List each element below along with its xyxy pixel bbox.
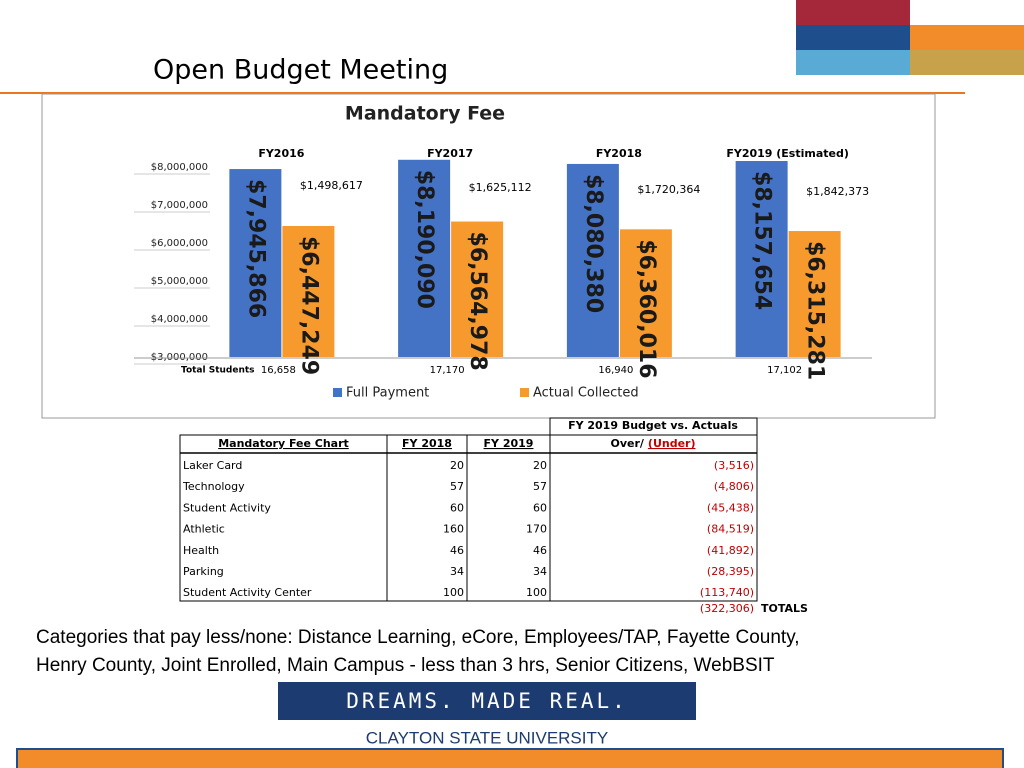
student-count: 17,102	[767, 365, 802, 376]
category-label: FY2018	[596, 147, 642, 160]
over-label: Over/ (Under)	[610, 437, 695, 450]
value-cell: 100	[443, 586, 464, 599]
value-label: $8,190,090	[412, 170, 437, 309]
value-cell: 100	[526, 586, 547, 599]
variance-cell: (28,395)	[707, 565, 754, 578]
deco-block	[910, 50, 1024, 75]
row-label: Laker Card	[183, 459, 242, 472]
student-count: 16,658	[261, 365, 296, 376]
body-text: Henry County, Joint Enrolled, Main Campu…	[36, 655, 775, 676]
value-cell: 46	[450, 544, 464, 557]
bar	[788, 231, 841, 357]
value-cell: 20	[533, 459, 547, 472]
logo-band	[276, 680, 698, 722]
chart: $3,000,000$4,000,000$5,000,000$6,000,000…	[134, 147, 872, 401]
header-cell: FY 2019	[484, 437, 534, 450]
deco-block	[796, 0, 910, 25]
annotation: $1,842,373	[806, 185, 869, 198]
student-count: 17,170	[430, 365, 465, 376]
legend-label: Full Payment	[346, 386, 429, 401]
row-label: Technology	[182, 480, 245, 493]
y-tick-label: $7,000,000	[151, 200, 208, 211]
value-cell: 34	[533, 565, 547, 578]
totals-label: TOTALS	[761, 602, 808, 615]
variance-cell: (4,806)	[714, 480, 754, 493]
value-label: $8,157,654	[750, 171, 775, 310]
bar	[398, 159, 451, 357]
deco-block	[796, 25, 910, 50]
deco-block	[796, 50, 910, 75]
student-count: 16,940	[598, 365, 633, 376]
bar	[735, 161, 788, 357]
row-label: Athletic	[183, 523, 225, 536]
y-tick-label: $5,000,000	[151, 276, 208, 287]
over-text: Over/	[610, 437, 644, 450]
category-label: FY2019 (Estimated)	[726, 147, 849, 160]
row-label: Parking	[183, 565, 224, 578]
table-border	[179, 434, 758, 602]
value-label: $6,360,016	[634, 239, 659, 378]
legend-label: Actual Collected	[533, 386, 639, 401]
value-label: $7,945,866	[243, 179, 268, 318]
logo-tagline: DREAMS. MADE REAL.	[346, 689, 628, 713]
variance-cell: (84,519)	[707, 523, 754, 536]
value-label: $6,315,281	[803, 241, 828, 380]
body-text: Categories that pay less/none: Distance …	[36, 627, 800, 648]
y-tick-label: $6,000,000	[151, 238, 208, 249]
chart-title: Mandatory Fee	[345, 103, 505, 125]
variance-cell: (41,892)	[707, 544, 754, 557]
row-label: Health	[183, 544, 219, 557]
totals-value: (322,306)	[700, 602, 754, 615]
students-label: Total Students	[181, 366, 255, 376]
value-cell: 160	[443, 523, 464, 536]
variance-cell: (45,438)	[707, 501, 754, 514]
value-cell: 57	[533, 480, 547, 493]
super-header: FY 2019 Budget vs. Actuals	[568, 419, 738, 432]
category-label: FY2016	[258, 147, 304, 160]
value-cell: 46	[533, 544, 547, 557]
y-tick-label: $8,000,000	[151, 162, 208, 173]
variance-cell: (113,740)	[700, 586, 754, 599]
legend-swatch	[520, 388, 529, 397]
category-label: FY2017	[427, 147, 473, 160]
value-label: $8,080,380	[581, 174, 606, 313]
bar	[566, 163, 619, 357]
value-cell: 34	[450, 565, 464, 578]
value-cell: 20	[450, 459, 464, 472]
bar	[619, 229, 672, 357]
row-label: Student Activity	[183, 501, 271, 514]
bar	[282, 226, 335, 357]
y-tick-label: $4,000,000	[151, 314, 208, 325]
annotation: $1,720,364	[637, 183, 700, 196]
footer-bar	[16, 748, 1004, 768]
header-cell: Mandatory Fee Chart	[218, 437, 349, 450]
value-cell: 170	[526, 523, 547, 536]
legend-swatch	[333, 388, 342, 397]
variance-cell: (3,516)	[714, 459, 754, 472]
slide-title: Open Budget Meeting	[153, 55, 448, 86]
bar	[229, 169, 282, 357]
logo-name: CLAYTON STATE UNIVERSITY	[366, 728, 608, 747]
under-text: (Under)	[648, 437, 696, 450]
value-cell: 60	[450, 501, 464, 514]
deco-block	[910, 25, 1024, 50]
annotation: $1,498,617	[300, 179, 363, 192]
annotation: $1,625,112	[469, 181, 532, 194]
value-cell: 57	[450, 480, 464, 493]
bar	[451, 221, 504, 357]
value-label: $6,564,978	[465, 232, 490, 371]
header-cell: FY 2018	[402, 437, 452, 450]
value-label: $6,447,249	[296, 236, 321, 375]
table: FY 2019 Budget vs. Actuals Over/ (Under) Ma…	[179, 417, 808, 615]
value-cell: 60	[533, 501, 547, 514]
row-label: Student Activity Center	[183, 586, 312, 599]
